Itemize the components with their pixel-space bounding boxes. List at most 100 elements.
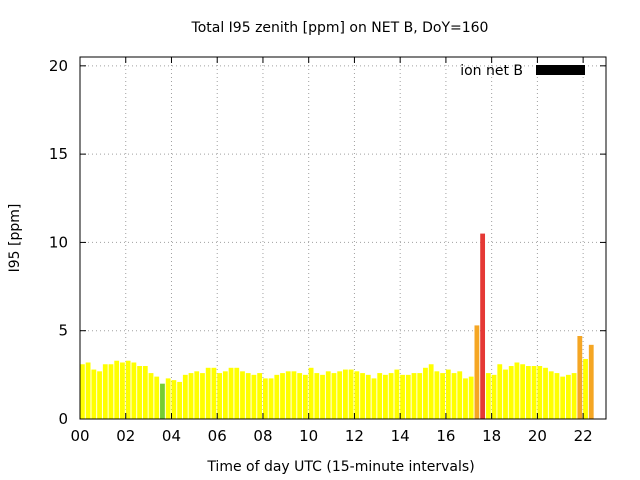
x-tick-label: 04 [162, 427, 181, 445]
bar [97, 371, 102, 419]
bar [165, 378, 171, 419]
bar [228, 367, 234, 419]
bar [102, 364, 108, 419]
bar [371, 378, 377, 419]
bar [411, 373, 417, 419]
bar [142, 366, 148, 419]
x-tick-label: 18 [482, 427, 501, 445]
bar [154, 376, 160, 419]
bar [131, 362, 137, 419]
bar [108, 364, 114, 419]
bar [571, 373, 577, 419]
bar [91, 369, 97, 419]
bar [428, 364, 434, 419]
bar [177, 381, 182, 419]
bar [234, 367, 240, 419]
bar [171, 380, 177, 419]
bar [257, 373, 263, 419]
bar [217, 373, 223, 419]
bar [280, 373, 285, 419]
grid [80, 57, 606, 419]
bar [497, 364, 503, 419]
bar [331, 373, 337, 419]
bar [85, 362, 91, 419]
legend: ion net B [460, 63, 585, 79]
bar [314, 373, 320, 419]
bar [434, 371, 440, 419]
bar [291, 371, 297, 419]
x-tick-label: 14 [391, 427, 410, 445]
y-axis-label: I95 [ppm] [7, 204, 23, 273]
bar [148, 373, 154, 419]
y-tick-label: 10 [49, 233, 68, 251]
y-tick-label: 15 [49, 145, 68, 163]
bar [182, 374, 188, 419]
bar [503, 369, 508, 419]
bar [354, 371, 360, 419]
x-tick-label: 00 [70, 427, 89, 445]
x-tick-label: 16 [436, 427, 455, 445]
bar [525, 366, 531, 419]
x-tick-label: 08 [253, 427, 272, 445]
bar [211, 367, 217, 419]
bar [440, 373, 445, 419]
bar [491, 374, 497, 419]
bar [348, 369, 354, 419]
bar [451, 373, 457, 419]
bar [560, 376, 566, 419]
bar [565, 374, 571, 419]
bar [274, 374, 280, 419]
bar [245, 373, 251, 419]
bar [514, 362, 520, 419]
bar [588, 344, 594, 419]
bar [548, 371, 554, 419]
bar [114, 360, 120, 419]
bar [337, 371, 343, 419]
y-tick-label: 20 [49, 57, 68, 75]
legend-label: ion net B [460, 63, 523, 79]
bar [251, 374, 257, 419]
y-tick-label: 5 [58, 322, 68, 340]
x-tick-label: 20 [528, 427, 547, 445]
bar [445, 369, 451, 419]
x-tick-label: 10 [299, 427, 318, 445]
bar [457, 371, 463, 419]
bar [388, 373, 394, 419]
x-tick-label: 02 [116, 427, 135, 445]
bar [377, 373, 383, 419]
bar [485, 373, 491, 419]
bar [543, 367, 548, 419]
bar [394, 369, 400, 419]
bar [302, 374, 308, 419]
bar [320, 374, 325, 419]
bar [365, 374, 371, 419]
bar [137, 366, 142, 419]
bar [285, 371, 291, 419]
bar [262, 378, 268, 419]
chart-title: Total I95 zenith [ppm] on NET B, DoY=160 [191, 20, 489, 36]
bar [554, 373, 560, 419]
bar [343, 369, 348, 419]
bar [383, 374, 388, 419]
bar [360, 373, 365, 419]
bar [268, 378, 274, 419]
bar [463, 378, 468, 419]
bar [200, 373, 205, 419]
bar [405, 374, 411, 419]
x-tick-label: 12 [345, 427, 364, 445]
bar [508, 366, 514, 419]
bar [400, 374, 405, 419]
bar [308, 367, 314, 419]
bar [205, 367, 211, 419]
bar [583, 358, 588, 419]
bar [125, 360, 131, 419]
bar [80, 364, 85, 419]
bar [188, 373, 194, 419]
bars [80, 233, 594, 419]
x-axis-label: Time of day UTC (15-minute intervals) [206, 459, 474, 475]
bar [531, 366, 537, 419]
plot-frame [79, 56, 607, 420]
legend-swatch [536, 65, 585, 75]
bar [325, 371, 331, 419]
bar [468, 376, 474, 419]
